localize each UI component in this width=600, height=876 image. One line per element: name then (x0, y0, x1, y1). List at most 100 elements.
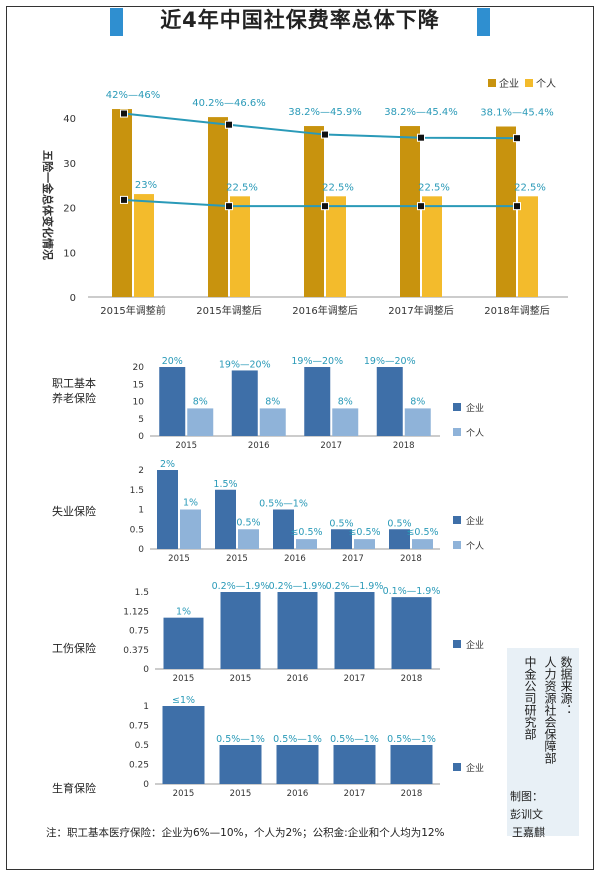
data-label-company: 0.5%—1% (273, 734, 322, 745)
xtick-label: 2016 (284, 554, 306, 564)
insurance-type-label: 职工基本 (52, 376, 96, 390)
xtick-label: 2017 (344, 789, 366, 799)
bar-company (231, 370, 258, 436)
xtick-label: 2015 (175, 441, 197, 451)
bar-personal (518, 196, 538, 297)
source-line1: 人力资源社会保障部 (543, 656, 557, 764)
bar-company (496, 126, 516, 297)
xtick-label: 2016 (287, 674, 309, 684)
top-ytick-label: 40 (63, 114, 76, 125)
bar-company (400, 126, 420, 298)
data-label-personal: 8% (410, 396, 425, 407)
maker-label: 制图： (510, 790, 543, 803)
title-area: 近4年中国社保费率总体下降 (0, 0, 600, 40)
data-label-personal: ≤0.5% (290, 527, 322, 538)
ytick-label: 1 (138, 506, 144, 516)
data-label-personal: 23% (135, 180, 157, 191)
ytick-label: 10 (133, 398, 145, 408)
data-label-company: 0.5%—1% (387, 734, 436, 745)
legend-swatch-company (453, 403, 461, 411)
maker-name-1: 彭训文 (510, 808, 543, 821)
data-label-company: 1% (176, 607, 191, 618)
figure-frame (6, 6, 594, 870)
source-box: 数据来源： 人力资源社会保障部 中金公司研究部 (507, 648, 579, 836)
bar-personal (422, 196, 442, 297)
ytick-label: 5 (138, 415, 144, 425)
trend-marker (321, 202, 329, 211)
trend-marker (120, 109, 128, 118)
top-ytick-label: 10 (63, 248, 76, 259)
title-accent-right (477, 8, 490, 36)
data-label-personal: 22.5% (514, 182, 546, 193)
xtick-label: 2018 (393, 441, 415, 451)
xtick-label: 2018 (400, 554, 422, 564)
bar-company (333, 745, 376, 784)
bar-company (331, 529, 352, 549)
legend-swatch-company (453, 516, 461, 524)
maker-name-2: 王嘉麒 (512, 826, 545, 839)
bar-company (157, 470, 178, 549)
bar-company (390, 745, 433, 784)
ytick-label: 2 (138, 466, 144, 476)
data-label-company: 42%—46% (106, 90, 160, 101)
data-label-company: 0.2%—1.9% (212, 581, 270, 592)
bar-personal (354, 539, 375, 549)
ytick-label: 0.5 (130, 525, 144, 535)
trend-marker (225, 202, 233, 211)
ytick-label: 0 (143, 780, 149, 790)
data-label-personal: 22.5% (226, 182, 258, 193)
title-accent-left (110, 8, 123, 36)
source-label: 数据来源： (559, 656, 573, 716)
xtick-label: 2016 (287, 789, 309, 799)
maker-credit: 制图： 彭训文 王嘉麒 (510, 788, 545, 842)
data-label-company: 0.2%—1.9% (326, 581, 384, 592)
xtick-label: 2017 (344, 674, 366, 684)
bar-company (276, 745, 319, 784)
data-label-company: 19%—20% (291, 356, 343, 367)
bar-personal (238, 529, 259, 549)
legend-swatch-company (453, 763, 461, 771)
ytick-label: 0 (138, 545, 144, 555)
data-label-personal: 22.5% (418, 182, 450, 193)
bar-personal (404, 408, 431, 436)
legend-swatch-company (488, 79, 496, 87)
bar-company (162, 706, 205, 784)
bar-company (219, 745, 262, 784)
trend-marker (120, 195, 128, 204)
ytick-label: 1.125 (123, 607, 149, 617)
ytick-label: 1 (143, 702, 149, 712)
ytick-label: 0.75 (129, 722, 149, 732)
ytick-label: 0.75 (129, 627, 149, 637)
data-label-company: 0.5%—1% (216, 734, 265, 745)
bar-company (163, 617, 204, 669)
ytick-label: 20 (133, 363, 145, 373)
data-label-company: 40.2%—46.6% (192, 98, 266, 109)
data-label-personal: 8% (338, 396, 353, 407)
bar-company (304, 367, 331, 436)
bar-company (376, 367, 403, 436)
data-label-personal: 1% (183, 498, 198, 509)
xtick-label: 2015 (168, 554, 190, 564)
data-label-personal: ≤0.5% (348, 527, 380, 538)
data-label-company: 38.1%—45.4% (480, 108, 554, 119)
bar-company (389, 529, 410, 549)
legend-label-company: 企业 (466, 639, 484, 651)
page-title: 近4年中国社保费率总体下降 (0, 4, 600, 34)
data-label-company: 0.5% (329, 518, 353, 529)
ytick-label: 0.25 (129, 761, 149, 771)
insurance-type-label: 失业保险 (52, 504, 96, 518)
trend-marker (417, 133, 425, 142)
bar-company (334, 592, 375, 669)
data-label-personal: ≤0.5% (406, 527, 438, 538)
bar-company (273, 509, 294, 549)
top-ylabel: 五险一金总体变化情况 (41, 150, 55, 260)
legend-swatch-personal (453, 541, 461, 549)
legend-label-company: 企业 (499, 77, 519, 90)
data-label-company: 38.2%—45.9% (288, 107, 362, 118)
bar-company (215, 489, 236, 549)
data-label-personal: 22.5% (322, 182, 354, 193)
bar-company (304, 126, 324, 298)
insurance-type-label: 生育保险 (52, 781, 96, 795)
trend-marker (321, 130, 329, 139)
